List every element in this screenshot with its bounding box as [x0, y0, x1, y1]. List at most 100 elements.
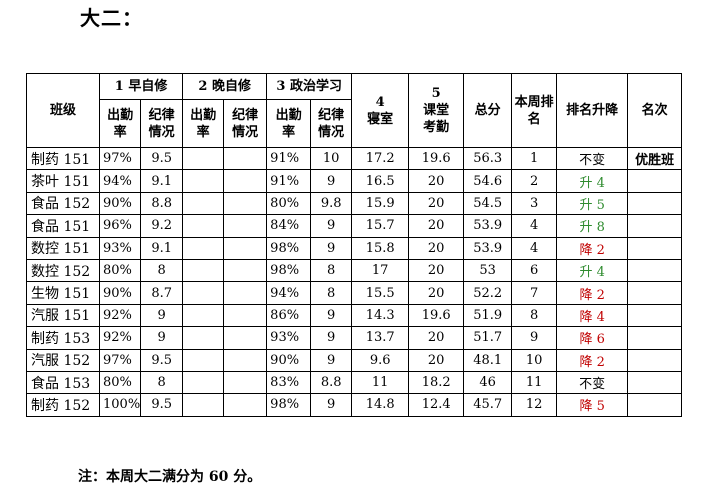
class-cell: 制药 152 [26, 393, 100, 417]
morning-attendance-cell: 96% [98, 214, 142, 238]
political-attendance-cell: 90% [266, 348, 312, 372]
rank-cell: 4 [511, 236, 558, 260]
evening-discipline-cell [223, 348, 268, 372]
header-political-study: 3 政治学习 [266, 73, 353, 100]
honor-cell [627, 370, 683, 395]
table-row: 制药 153 92% 9 93% 9 13.7 20 51.7 9 降 6 [26, 326, 683, 350]
evening-discipline-cell [223, 146, 268, 171]
morning-discipline-cell: 9 [140, 303, 184, 328]
dorm-cell: 9.6 [351, 348, 410, 372]
header-class-attendance-number: 5 [431, 86, 441, 101]
header-discipline-2: 纪律情况 [223, 99, 268, 148]
header-morning-study: 1 早自修 [98, 73, 184, 100]
morning-attendance-cell: 97% [98, 146, 142, 171]
class-attendance-cell: 12.4 [408, 393, 465, 417]
class-attendance-cell: 20 [408, 258, 465, 283]
evening-attendance-cell [182, 236, 225, 260]
total-cell: 51.7 [463, 326, 513, 350]
dorm-cell: 13.7 [351, 326, 410, 350]
total-cell: 53.9 [463, 236, 513, 260]
political-attendance-cell: 93% [266, 326, 312, 350]
rank-cell: 11 [511, 370, 558, 395]
morning-attendance-cell: 97% [98, 348, 142, 372]
evening-attendance-cell [182, 281, 225, 305]
total-cell: 48.1 [463, 348, 513, 372]
morning-attendance-cell: 92% [98, 303, 142, 328]
morning-attendance-cell: 90% [98, 281, 142, 305]
evening-attendance-cell [182, 146, 225, 171]
header-attendance-3: 出勤率 [266, 99, 312, 148]
political-discipline-cell: 10 [310, 146, 353, 171]
table-row: 茶叶 151 94% 9.1 91% 9 16.5 20 54.6 2 升 4 [26, 169, 683, 193]
evening-discipline-cell [223, 303, 268, 328]
dorm-cell: 15.8 [351, 236, 410, 260]
evening-discipline-cell [223, 214, 268, 238]
morning-discipline-cell: 9.5 [140, 393, 184, 417]
political-attendance-cell: 84% [266, 214, 312, 238]
honor-cell [627, 281, 683, 305]
political-attendance-cell: 80% [266, 191, 312, 216]
honor-cell [627, 191, 683, 216]
total-cell: 52.2 [463, 281, 513, 305]
morning-attendance-cell: 80% [98, 370, 142, 395]
evening-attendance-cell [182, 169, 225, 193]
political-discipline-cell: 8 [310, 258, 353, 283]
header-discipline-3: 纪律情况 [310, 99, 353, 148]
header-dorm-number: 4 [375, 94, 385, 110]
total-cell: 54.5 [463, 191, 513, 216]
political-discipline-cell: 9 [310, 214, 353, 238]
rank-change-cell: 降 6 [556, 326, 629, 350]
rank-change-cell: 降 2 [556, 236, 629, 260]
total-cell: 54.6 [463, 169, 513, 193]
class-cell: 生物 151 [26, 281, 100, 305]
dorm-cell: 15.7 [351, 214, 410, 238]
dorm-cell: 14.8 [351, 393, 410, 417]
dorm-cell: 14.3 [351, 303, 410, 328]
class-attendance-cell: 18.2 [408, 370, 465, 395]
honor-cell [627, 214, 683, 238]
class-cell: 茶叶 151 [26, 169, 100, 193]
honor-cell: 优胜班 [627, 146, 683, 171]
honor-cell [627, 236, 683, 260]
total-cell: 53.9 [463, 214, 513, 238]
morning-attendance-cell: 94% [98, 169, 142, 193]
evening-attendance-cell [182, 303, 225, 328]
total-cell: 45.7 [463, 393, 513, 417]
evening-attendance-cell [182, 214, 225, 238]
header-discipline-1: 纪律情况 [140, 99, 184, 148]
morning-attendance-cell: 80% [98, 258, 142, 283]
dorm-cell: 16.5 [351, 169, 410, 193]
morning-discipline-cell: 9.1 [140, 236, 184, 260]
table-row: 食品 153 80% 8 83% 8.8 11 18.2 46 11 不变 [26, 370, 683, 395]
morning-attendance-cell: 93% [98, 236, 142, 260]
rank-cell: 8 [511, 303, 558, 328]
class-attendance-cell: 20 [408, 169, 465, 193]
morning-discipline-cell: 9.1 [140, 169, 184, 193]
header-attendance-1: 出勤率 [98, 99, 142, 148]
morning-discipline-cell: 8.7 [140, 281, 184, 305]
rank-change-cell: 降 5 [556, 393, 629, 417]
political-attendance-cell: 83% [266, 370, 312, 395]
footnote: 注：本周大二满分为 60 分。 [78, 469, 262, 485]
morning-discipline-cell: 9.2 [140, 214, 184, 238]
evening-attendance-cell [182, 326, 225, 350]
evening-discipline-cell [223, 236, 268, 260]
rank-change-cell: 升 5 [556, 191, 629, 216]
political-attendance-cell: 98% [266, 393, 312, 417]
total-cell: 53 [463, 258, 513, 283]
rank-cell: 6 [511, 258, 558, 283]
header-attendance-2: 出勤率 [182, 99, 225, 148]
political-discipline-cell: 9 [310, 348, 353, 372]
political-attendance-cell: 91% [266, 146, 312, 171]
class-attendance-cell: 20 [408, 214, 465, 238]
honor-cell [627, 326, 683, 350]
header-discipline-2-label: 纪律情况 [232, 107, 259, 140]
class-attendance-cell: 20 [408, 236, 465, 260]
header-class-attendance-label: 课堂考勤 [423, 103, 450, 135]
morning-attendance-cell: 92% [98, 326, 142, 350]
rank-change-cell: 降 4 [556, 303, 629, 328]
rank-change-cell: 升 4 [556, 258, 629, 283]
morning-discipline-cell: 9.5 [140, 348, 184, 372]
morning-discipline-cell: 8 [140, 258, 184, 283]
class-cell: 汽服 152 [26, 348, 100, 372]
